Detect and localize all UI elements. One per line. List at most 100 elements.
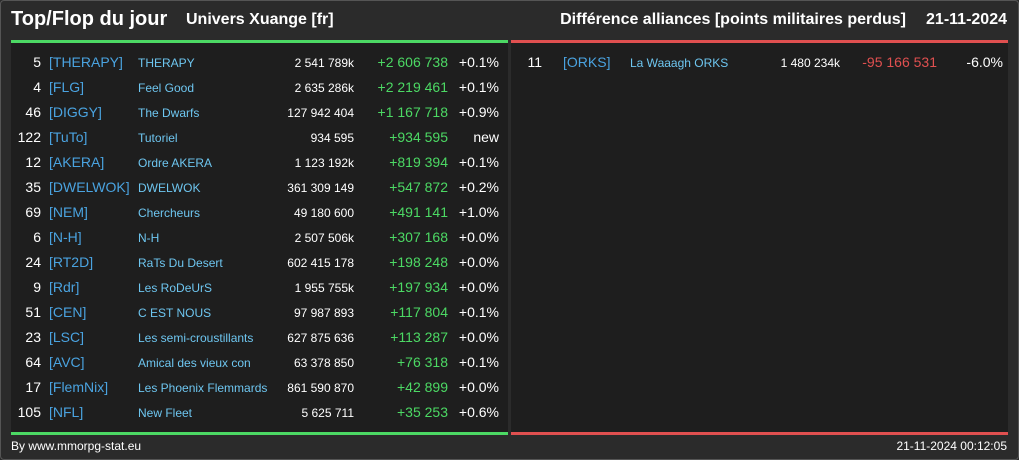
percent-cell: +0.0%	[458, 329, 499, 345]
points-cell: 127 942 404	[287, 106, 354, 120]
alliance-tag-link[interactable]: [LSC]	[49, 329, 85, 345]
percent-cell: -6.0%	[966, 54, 1003, 70]
rank-cell: 17	[25, 379, 41, 395]
points-cell: 627 875 636	[287, 331, 354, 345]
diff-cell: +307 168	[389, 229, 448, 245]
table-row: 69 [NEM] Chercheurs 49 180 600 +491 141 +1.0%	[11, 200, 508, 225]
percent-cell: +0.0%	[458, 279, 499, 295]
top-panel: 5 [THERAPY] THERAPY 2 541 789k +2 606 738 +0.…	[11, 40, 508, 435]
diff-cell: +2 606 738	[377, 54, 448, 70]
points-cell: 861 590 870	[287, 381, 354, 395]
alliance-name-link[interactable]: La Waaagh ORKS	[630, 56, 729, 70]
percent-cell: +0.1%	[458, 79, 499, 95]
alliance-tag-link[interactable]: [NEM]	[49, 204, 88, 220]
rank-cell: 64	[25, 354, 41, 370]
percent-cell: +0.1%	[458, 54, 499, 70]
rank-cell: 35	[25, 179, 41, 195]
alliance-tag-link[interactable]: [CEN]	[49, 304, 87, 320]
alliance-tag-link[interactable]: [AVC]	[49, 354, 85, 370]
rank-cell: 4	[33, 79, 41, 95]
alliance-name-link[interactable]: Ordre AKERA	[138, 156, 213, 170]
table-row: 17 [FlemNix] Les Phoenix Flemmards 861 590 …	[11, 375, 508, 400]
alliance-name-link[interactable]: DWELWOK	[138, 181, 201, 195]
diff-cell: +42 899	[397, 379, 448, 395]
points-cell: 1 480 234k	[780, 56, 840, 70]
diff-cell: -95 166 531	[862, 54, 937, 70]
table-row: 51 [CEN] C EST NOUS 97 987 893 +117 804 +0.1%	[11, 300, 508, 325]
alliance-tag-link[interactable]: [DWELWOK]	[49, 179, 130, 195]
percent-cell: +0.0%	[458, 229, 499, 245]
points-cell: 49 180 600	[293, 206, 354, 220]
table-row: 9 [Rdr] Les RoDeUrS 1 955 755k +197 934 +0.0%	[11, 275, 508, 300]
alliance-name-link[interactable]: Les Phoenix Flemmards	[138, 381, 268, 395]
percent-cell: +0.1%	[458, 354, 499, 370]
date-label: 21-11-2024	[926, 11, 1007, 28]
alliance-tag-link[interactable]: [Rdr]	[49, 279, 80, 295]
table-row: 11 [ORKS] La Waaagh ORKS 1 480 234k -95 166 …	[511, 50, 1008, 75]
footer-source: By www.mmorpg-stat.eu	[11, 439, 142, 453]
rank-cell: 12	[25, 154, 41, 170]
points-cell: 5 625 711	[301, 406, 355, 420]
alliance-name-link[interactable]: Amical des vieux con	[138, 356, 251, 370]
points-cell: 1 955 755k	[294, 281, 354, 295]
percent-cell: +0.9%	[458, 104, 499, 120]
alliance-name-link[interactable]: N-H	[138, 231, 160, 245]
alliance-name-link[interactable]: The Dwarfs	[138, 106, 200, 120]
alliance-tag-link[interactable]: [TuTo]	[49, 129, 88, 145]
alliance-tag-link[interactable]: [N-H]	[49, 229, 82, 245]
percent-cell: +0.0%	[458, 379, 499, 395]
alliance-name-link[interactable]: Chercheurs	[138, 206, 201, 220]
points-cell: 602 415 178	[287, 256, 354, 270]
rank-cell: 11	[527, 54, 542, 70]
alliance-name-link[interactable]: Les semi-croustillants	[138, 331, 254, 345]
alliance-tag-link[interactable]: [RT2D]	[49, 254, 94, 270]
alliance-tag-link[interactable]: [AKERA]	[49, 154, 105, 170]
table-row: 6 [N-H] N-H 2 507 506k +307 168 +0.0%	[11, 225, 508, 250]
flop-panel: 11 [ORKS] La Waaagh ORKS 1 480 234k -95 166 …	[511, 40, 1008, 435]
alliance-tag-link[interactable]: [ORKS]	[563, 54, 611, 70]
alliance-name-link[interactable]: C EST NOUS	[138, 306, 212, 320]
alliance-name-link[interactable]: RaTs Du Desert	[138, 256, 223, 270]
alliance-tag-link[interactable]: [DIGGY]	[49, 104, 102, 120]
alliance-tag-link[interactable]: [FlemNix]	[49, 379, 109, 395]
table-row: 23 [LSC] Les semi-croustillants 627 875 636…	[11, 325, 508, 350]
alliance-name-link[interactable]: Les RoDeUrS	[138, 281, 213, 295]
table-row: 24 [RT2D] RaTs Du Desert 602 415 178 +198 24…	[11, 250, 508, 275]
alliance-tag-link[interactable]: [NFL]	[49, 404, 84, 420]
table-row: 46 [DIGGY] The Dwarfs 127 942 404 +1 167 718…	[11, 100, 508, 125]
diff-cell: +197 934	[389, 279, 448, 295]
diff-cell: +76 318	[397, 354, 448, 370]
diff-cell: +2 219 461	[377, 79, 448, 95]
rank-cell: 105	[17, 404, 41, 420]
alliance-name-link[interactable]: Tutoriel	[138, 131, 178, 145]
diff-cell: +35 253	[397, 404, 448, 420]
table-row: 105 [NFL] New Fleet 5 625 711 +35 253 +0.6%	[11, 400, 508, 425]
diff-cell: +934 595	[389, 129, 448, 145]
table-row: 122 [TuTo] Tutoriel 934 595 +934 595 new	[11, 125, 508, 150]
alliance-name-link[interactable]: Feel Good	[138, 81, 195, 95]
alliance-tag-link[interactable]: [THERAPY]	[49, 54, 123, 70]
percent-cell: +0.0%	[458, 254, 499, 270]
percent-cell: +1.0%	[458, 204, 499, 220]
rank-cell: 122	[17, 129, 41, 145]
percent-cell: new	[473, 129, 499, 145]
diff-cell: +819 394	[389, 154, 448, 170]
rank-cell: 46	[25, 104, 41, 120]
diff-cell: +491 141	[389, 204, 448, 220]
table-row: 64 [AVC] Amical des vieux con 63 378 850 +76…	[11, 350, 508, 375]
table-row: 12 [AKERA] Ordre AKERA 1 123 192k +819 394 +0…	[11, 150, 508, 175]
diff-cell: +113 287	[390, 329, 448, 345]
table-row: 5 [THERAPY] THERAPY 2 541 789k +2 606 738 +0.…	[11, 50, 508, 75]
alliance-name-link[interactable]: New Fleet	[138, 406, 193, 420]
points-cell: 97 987 893	[293, 306, 354, 320]
diff-cell: +1 167 718	[377, 104, 448, 120]
points-cell: 2 635 286k	[294, 81, 354, 95]
alliance-tag-link[interactable]: [FLG]	[49, 79, 85, 95]
points-cell: 2 541 789k	[294, 56, 354, 70]
points-cell: 361 309 149	[287, 181, 354, 195]
points-cell: 2 507 506k	[294, 231, 354, 245]
header: Top/Flop du jour Univers Xuange [fr] Dif…	[0, 0, 1019, 40]
points-cell: 63 378 850	[293, 356, 354, 370]
rank-cell: 9	[33, 279, 41, 295]
alliance-name-link[interactable]: THERAPY	[138, 56, 195, 70]
